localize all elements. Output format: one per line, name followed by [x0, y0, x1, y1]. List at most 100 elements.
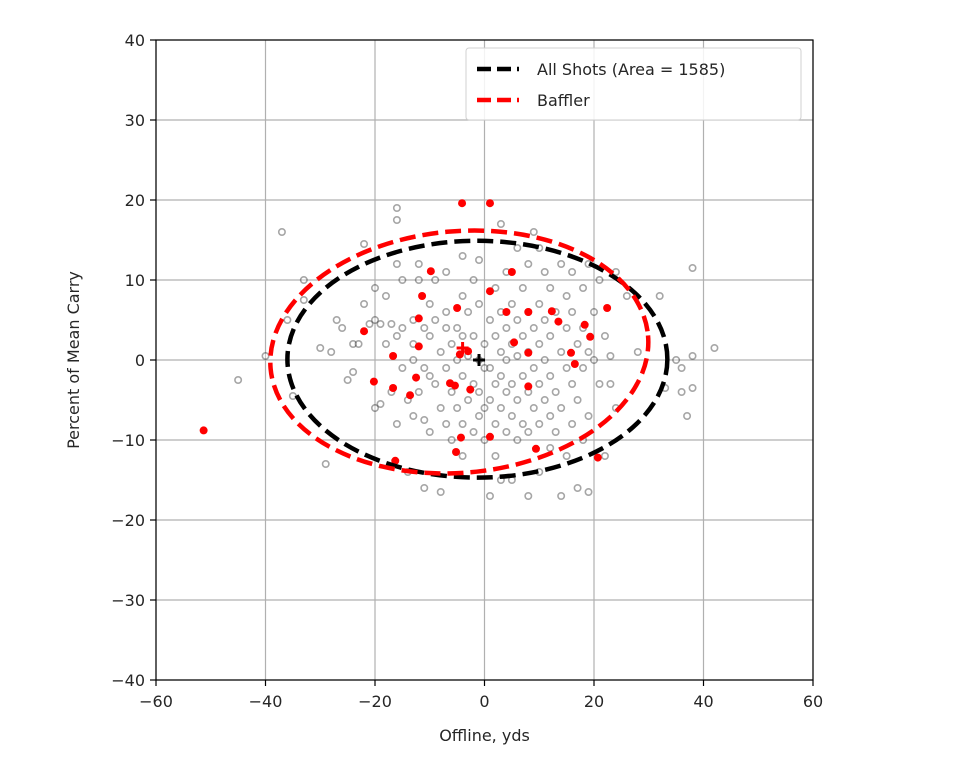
- y-axis-label: Percent of Mean Carry: [64, 271, 83, 449]
- shot-point: [485, 491, 494, 500]
- shot-point: [425, 371, 434, 380]
- shot-point: [546, 443, 555, 452]
- shot-point: [321, 459, 330, 468]
- shot-point: [420, 483, 429, 492]
- shot-point: [392, 216, 401, 225]
- baffler-point: [531, 444, 540, 453]
- shot-point: [316, 343, 325, 352]
- shot-point: [524, 491, 533, 500]
- shot-point: [365, 319, 374, 328]
- baffler-point: [450, 381, 459, 390]
- shot-point: [551, 427, 560, 436]
- shot-point: [688, 351, 697, 360]
- shot-point: [562, 451, 571, 460]
- shot-point: [398, 323, 407, 332]
- shot-point: [376, 399, 385, 408]
- shot-point: [535, 419, 544, 428]
- y-tick-label: 40: [125, 31, 145, 50]
- baffler-point: [406, 391, 415, 400]
- shot-point: [475, 411, 484, 420]
- shot-point: [420, 415, 429, 424]
- shot-point: [710, 343, 719, 352]
- baffler-point: [452, 448, 461, 456]
- shot-point: [535, 379, 544, 388]
- shot-point: [469, 331, 478, 340]
- shot-point: [518, 331, 527, 340]
- all-shots-ellipse: [285, 238, 670, 480]
- dispersion-ellipses: [268, 228, 670, 480]
- baffler-point: [466, 385, 475, 394]
- shot-point: [354, 339, 363, 348]
- shot-point: [480, 339, 489, 348]
- baffler-points: [199, 199, 612, 465]
- shot-point: [502, 427, 511, 436]
- y-tick-label: −10: [111, 431, 145, 450]
- shot-point: [453, 323, 462, 332]
- shot-point: [414, 259, 423, 268]
- shot-point: [513, 315, 522, 324]
- shot-point: [502, 323, 511, 332]
- baffler-point: [603, 304, 612, 312]
- shot-point: [540, 395, 549, 404]
- x-tick-label: −60: [139, 692, 173, 711]
- shot-point: [562, 323, 571, 332]
- shot-point: [398, 275, 407, 284]
- shot-point: [458, 331, 467, 340]
- shot-point: [606, 351, 615, 360]
- shot-point: [431, 379, 440, 388]
- shot-point: [485, 395, 494, 404]
- shot-point: [655, 291, 664, 300]
- shot-point: [469, 379, 478, 388]
- shot-point: [464, 307, 473, 316]
- shot-point: [283, 315, 292, 324]
- shot-point: [447, 339, 456, 348]
- shot-point: [370, 403, 379, 412]
- shot-point: [381, 339, 390, 348]
- shot-point: [589, 307, 598, 316]
- shot-point: [392, 204, 401, 213]
- shot-point: [338, 323, 347, 332]
- shot-point: [387, 319, 396, 328]
- shot-point: [579, 283, 588, 292]
- x-axis-label: Offline, yds: [439, 726, 530, 745]
- shot-point: [496, 347, 505, 356]
- shot-point: [546, 411, 555, 420]
- y-tick-label: 0: [135, 351, 145, 370]
- shot-point: [414, 275, 423, 284]
- baffler-centroid-marker: [456, 342, 469, 354]
- shot-point: [606, 379, 615, 388]
- y-tick-label: −20: [111, 511, 145, 530]
- baffler-ellipse: [268, 228, 651, 476]
- shot-point: [469, 275, 478, 284]
- shot-point: [392, 419, 401, 428]
- x-tick-label: −20: [358, 692, 392, 711]
- shot-point: [485, 315, 494, 324]
- baffler-point: [418, 292, 427, 300]
- shot-point: [677, 387, 686, 396]
- shot-point: [370, 283, 379, 292]
- baffler-point: [507, 268, 516, 276]
- baffler-point: [391, 456, 400, 465]
- shot-point: [436, 347, 445, 356]
- baffler-point: [485, 432, 494, 441]
- shot-point: [518, 419, 527, 428]
- shot-point: [442, 323, 451, 332]
- shot-point: [491, 419, 500, 428]
- shot-point: [436, 487, 445, 496]
- shot-point: [447, 435, 456, 444]
- shot-point: [392, 331, 401, 340]
- shot-point: [425, 427, 434, 436]
- shot-point: [584, 347, 593, 356]
- shot-point: [332, 315, 341, 324]
- baffler-point: [426, 267, 435, 276]
- baffler-point: [458, 199, 467, 208]
- shot-point: [288, 391, 297, 400]
- shot-point: [485, 363, 494, 372]
- shot-point: [469, 427, 478, 436]
- baffler-point: [360, 327, 369, 336]
- shot-point: [425, 299, 434, 308]
- legend-label-baffler: Baffler: [537, 91, 590, 110]
- shot-point: [425, 331, 434, 340]
- baffler-point: [414, 314, 423, 323]
